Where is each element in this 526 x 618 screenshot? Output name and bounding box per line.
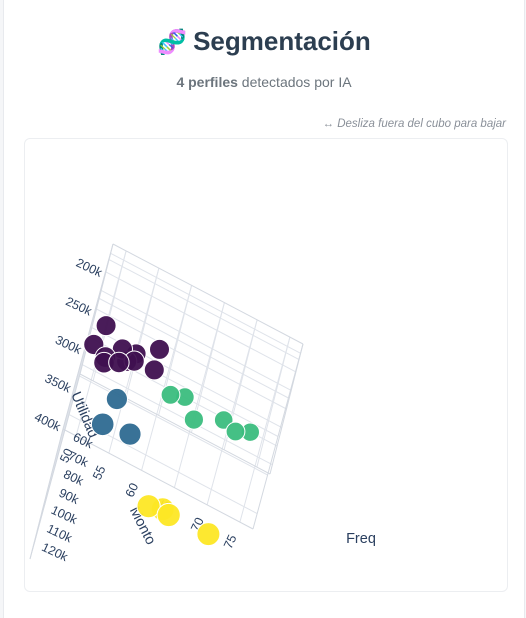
data-point-cluster-1 bbox=[90, 412, 115, 437]
data-point-cluster-0 bbox=[149, 338, 170, 360]
dna-icon: 🧬 bbox=[157, 29, 188, 56]
cube-edge bbox=[29, 428, 64, 560]
grid-line bbox=[110, 252, 301, 354]
data-point-cluster-3 bbox=[156, 502, 181, 528]
cube-edge bbox=[112, 243, 304, 345]
data-point-cluster-3 bbox=[136, 494, 161, 519]
monto-tick-label: 200k bbox=[74, 256, 105, 280]
monto-tick-label: 400k bbox=[32, 410, 63, 434]
utilidad-tick-label: 80k bbox=[61, 467, 86, 489]
page-title: 🧬 Segmentación bbox=[4, 26, 524, 57]
segmentation-card: 🧬 Segmentación 4 perfiles detectados por … bbox=[3, 0, 525, 618]
cube-edge bbox=[252, 343, 304, 530]
grid-line bbox=[98, 297, 289, 399]
grid-line bbox=[100, 289, 292, 391]
monto-tick-label: 250k bbox=[63, 294, 94, 318]
data-points bbox=[83, 315, 261, 547]
data-point-cluster-2 bbox=[160, 384, 181, 405]
freq-tick-label: 50 bbox=[57, 446, 76, 465]
cube-edge bbox=[62, 428, 254, 530]
grid-line bbox=[108, 258, 300, 360]
freq-tick-label: 60 bbox=[123, 481, 142, 500]
freq-tick-label: 55 bbox=[90, 464, 109, 483]
freq-axis-title: Freq bbox=[346, 531, 376, 547]
grid-line bbox=[96, 308, 287, 410]
utilidad-tick-label: 90k bbox=[57, 486, 82, 508]
freq-tick-label: 75 bbox=[221, 533, 240, 552]
scatter3d-plot[interactable]: 60k 70k 80k 90k 100k 110k 120k 200k 250k 300k 350k… bbox=[24, 138, 508, 592]
subtitle-text: detectados por IA bbox=[237, 74, 352, 90]
data-point-cluster-1 bbox=[118, 422, 142, 446]
data-point-cluster-2 bbox=[225, 421, 246, 442]
grid-line bbox=[82, 364, 273, 466]
data-point-cluster-0 bbox=[108, 351, 130, 374]
data-point-cluster-2 bbox=[183, 409, 204, 430]
monto-tick-label: 350k bbox=[43, 371, 74, 395]
data-point-cluster-3 bbox=[196, 522, 221, 547]
data-point-cluster-0 bbox=[143, 359, 165, 381]
scatter3d-svg[interactable]: 60k70k80k90k100k110k120k200k250k300k350k… bbox=[25, 139, 507, 591]
data-point-cluster-1 bbox=[105, 387, 129, 411]
scroll-hint: ↔ Desliza fuera del cubo para bajar bbox=[322, 118, 506, 130]
data-point-cluster-2 bbox=[213, 410, 234, 430]
title-text: Segmentación bbox=[193, 26, 371, 56]
subtitle: 4 perfiles detectados por IA bbox=[4, 74, 524, 90]
data-point-cluster-0 bbox=[95, 315, 117, 337]
monto-tick-label: 300k bbox=[53, 333, 84, 357]
grid-line bbox=[105, 271, 297, 373]
profiles-count: 4 perfiles bbox=[176, 74, 238, 90]
